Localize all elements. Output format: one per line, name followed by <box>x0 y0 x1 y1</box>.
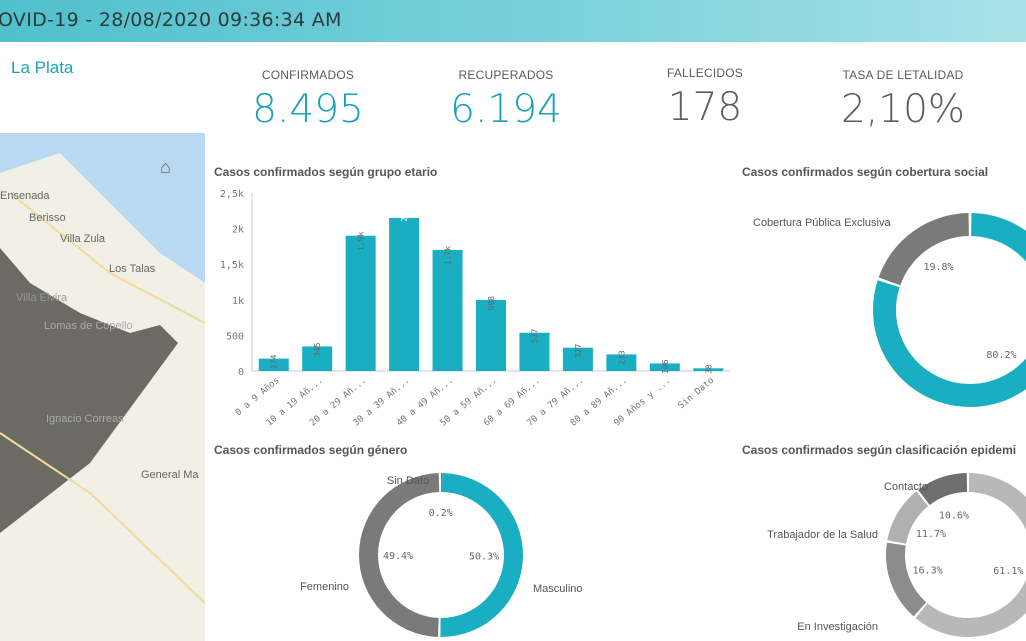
bar-data-label: 345 <box>313 342 322 357</box>
donut-slice[interactable] <box>878 213 969 286</box>
chart-title-clasificacion: Casos confirmados según clasificación ep… <box>742 443 1017 457</box>
map-place-label: Villa Elvira <box>16 292 68 304</box>
map-place-label: Ensenada <box>0 190 50 202</box>
slice-percent-label: 11.7% <box>916 529 946 540</box>
slice-category-label: Cobertura Pública Exclusiva <box>753 217 891 229</box>
donut-slice[interactable] <box>441 473 443 493</box>
chart-title-grupo-etario: Casos confirmados según grupo etario <box>214 165 438 179</box>
y-tick-label: 2,5k <box>220 189 244 200</box>
donut-clasificacion[interactable]: 61.1% 16.3% En Investigación 11.7% Trabajado… <box>740 458 1026 641</box>
slice-percent-label: 10.6% <box>939 510 969 521</box>
kpi-recuperados-value: 6.194 <box>450 87 562 132</box>
app-header: OVID-19 - 28/08/2020 09:36:34 AM <box>0 0 1026 42</box>
slice-category-label: Sin Dato <box>387 475 429 487</box>
slice-percent-label: 49.4% <box>383 551 413 562</box>
donut-slice[interactable] <box>918 473 968 505</box>
y-tick-label: 1k <box>232 296 244 307</box>
y-tick-label: 2k <box>232 225 244 236</box>
chart-title-genero: Casos confirmados según género <box>214 443 408 457</box>
slice-percent-label: 80.2% <box>986 350 1016 361</box>
region-title: La Plata <box>11 58 74 77</box>
map-place-label: Los Talas <box>109 263 156 275</box>
donut-slice[interactable] <box>440 473 523 637</box>
donut-slice[interactable] <box>887 491 929 544</box>
bar[interactable] <box>649 363 680 371</box>
donut-cobertura[interactable]: 80.2% 19.8% Cobertura Pública Exclusiva <box>740 180 1026 430</box>
bar[interactable] <box>302 346 333 371</box>
slice-percent-label: 61.1% <box>993 566 1023 577</box>
bar[interactable] <box>476 299 506 371</box>
bar[interactable] <box>345 235 376 371</box>
kpi-letalidad-value: 2,10% <box>841 87 965 132</box>
dashboard-title: OVID-19 - 28/08/2020 09:36:34 AM <box>0 9 342 31</box>
donut-slice[interactable] <box>359 473 440 637</box>
slice-percent-label: 0.2% <box>429 508 453 519</box>
chart-title-cobertura: Casos confirmados según cobertura social <box>742 165 989 179</box>
slice-category-label: Femenino <box>300 581 349 593</box>
slice-category-label: Trabajador de la Salud <box>767 529 878 541</box>
donut-genero[interactable]: 50.3% Masculino 49.4% Femenino 0.2% Sin Dato <box>210 458 740 641</box>
slice-category-label: Contacto <box>884 481 928 493</box>
y-tick-label: 1,5k <box>220 260 244 271</box>
map-place-label: Lomas de Copello <box>44 320 133 332</box>
slice-percent-label: 16.3% <box>913 566 943 577</box>
slice-percent-label: 50.3% <box>469 551 499 562</box>
map-road <box>0 432 205 604</box>
kpi-confirmados-label: CONFIRMADOS <box>261 68 355 82</box>
bar-data-label: 998 <box>487 296 496 311</box>
map[interactable]: ⌂ Ensenada Berisso Villa Zula Los Talas … <box>0 133 205 641</box>
slice-category-label: Masculino <box>533 583 583 595</box>
donut-slice[interactable] <box>873 213 1026 407</box>
donut-slice[interactable] <box>915 473 1026 637</box>
map-place-label: Berisso <box>29 212 66 224</box>
kpi-fallecidos-label: FALLECIDOS <box>666 66 744 80</box>
kpi-fallecidos-value: 178 <box>667 85 743 130</box>
bar[interactable] <box>606 354 637 371</box>
bar-data-label: 2,15k <box>400 198 409 222</box>
kpi-confirmados-value: 8.495 <box>252 87 364 132</box>
bar-data-label: 537 <box>530 329 539 344</box>
map-place-label: Ignacio Correas <box>46 413 124 425</box>
home-icon[interactable]: ⌂ <box>160 157 171 177</box>
kpi-recuperados-label: RECUPERADOS <box>458 68 554 82</box>
slice-category-label: En Investigación <box>797 621 878 633</box>
donut-slice[interactable] <box>886 542 927 617</box>
y-tick-label: 0 <box>238 367 244 378</box>
x-tick-label: Sin Dato <box>677 376 717 412</box>
bar[interactable] <box>389 217 420 371</box>
bar[interactable] <box>519 332 550 371</box>
map-region-la-plata <box>0 248 178 533</box>
map-canvas <box>0 133 205 604</box>
bar[interactable] <box>562 347 593 371</box>
bar-data-label: 1,7k <box>444 246 453 265</box>
map-place-label: General Ma <box>141 469 199 481</box>
kpi-letalidad-label: TASA DE LETALIDAD <box>842 68 964 82</box>
map-water <box>0 133 205 283</box>
map-place-label: Villa Zula <box>60 233 106 245</box>
bar-data-label: 106 <box>661 359 670 374</box>
bar[interactable] <box>432 249 463 371</box>
bar[interactable] <box>258 358 289 371</box>
bar-data-label: 233 <box>617 350 626 365</box>
bar-data-label: 174 <box>270 354 279 369</box>
map-road <box>9 192 205 324</box>
bar-data-label: 1,9k <box>357 232 366 251</box>
bar-data-label: 327 <box>574 344 583 359</box>
y-tick-label: 500 <box>226 331 244 342</box>
slice-percent-label: 19.8% <box>923 262 953 273</box>
bar-data-label: 38 <box>704 364 713 374</box>
bar[interactable] <box>693 368 724 371</box>
